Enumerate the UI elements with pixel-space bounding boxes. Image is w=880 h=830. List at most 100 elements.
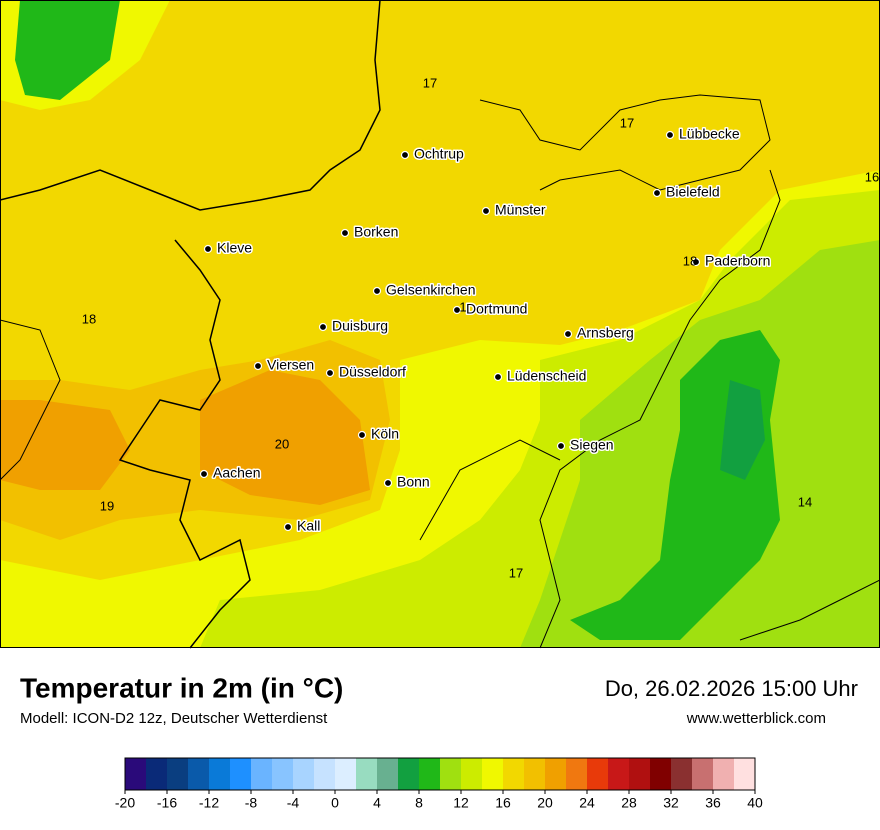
legend-segment	[692, 758, 713, 790]
city-dot	[493, 372, 503, 382]
area-20	[200, 370, 370, 505]
legend-tick-label: 32	[663, 795, 679, 811]
temperature-label: 18	[683, 253, 697, 268]
city-label: Dortmund	[466, 301, 527, 317]
temperature-label: 17	[509, 565, 523, 580]
city-dot	[563, 329, 573, 339]
legend-segment	[356, 758, 377, 790]
legend-segment	[671, 758, 692, 790]
temperature-label: 16	[865, 169, 879, 184]
legend-segment	[209, 758, 230, 790]
legend-segment	[566, 758, 587, 790]
legend-tick-label: -16	[157, 795, 177, 811]
legend-segment	[734, 758, 755, 790]
area-20b	[0, 400, 130, 490]
legend-segment	[188, 758, 209, 790]
website: www.wetterblick.com	[686, 710, 826, 727]
legend-segment	[125, 758, 146, 790]
legend: -20 -16 -12 -8 -4 0 4 8 12 16 20 24 28 32 36 40	[115, 757, 763, 811]
border	[0, 319, 61, 481]
city-label: Kleve	[217, 240, 252, 256]
city-label: Viersen	[267, 357, 314, 373]
legend-segment	[146, 758, 167, 790]
city-label: Bonn	[397, 474, 430, 490]
city-dot	[318, 322, 328, 332]
city-label: Lübbecke	[679, 126, 740, 142]
city-dot	[383, 478, 393, 488]
city-dot	[357, 430, 367, 440]
legend-tick-label: 4	[373, 795, 381, 811]
legend-tick-label: -4	[287, 795, 300, 811]
legend-segment	[314, 758, 335, 790]
city-dot	[452, 305, 462, 315]
legend-segment	[461, 758, 482, 790]
city-dot	[203, 244, 213, 254]
datetime: Do, 26.02.2026 15:00 Uhr	[605, 676, 858, 701]
city-dot	[372, 286, 382, 296]
legend-segment	[335, 758, 356, 790]
temperature-label: 17	[423, 75, 437, 90]
temperature-label: 1	[459, 299, 466, 314]
legend-segment	[272, 758, 293, 790]
legend-segment	[230, 758, 251, 790]
city-label: Bielefeld	[666, 184, 720, 200]
city-label: Münster	[495, 202, 546, 218]
legend-tick-label: 0	[331, 795, 339, 811]
legend-segment	[650, 758, 671, 790]
city-label: Köln	[371, 426, 399, 442]
city-label: Arnsberg	[577, 325, 634, 341]
legend-tick-label: 8	[415, 795, 423, 811]
city-label: Borken	[354, 224, 398, 240]
border	[118, 239, 251, 649]
city-label: Duisburg	[332, 318, 388, 334]
city-dot	[253, 361, 263, 371]
legend-segment	[419, 758, 440, 790]
city-dot	[665, 130, 675, 140]
legend-segment	[167, 758, 188, 790]
legend-segment	[587, 758, 608, 790]
city-dot	[691, 257, 701, 267]
area-8	[720, 380, 765, 480]
city-dot	[556, 441, 566, 451]
legend-segment	[713, 758, 734, 790]
legend-tick-label: 36	[705, 795, 721, 811]
city-label: Düsseldorf	[339, 364, 406, 380]
city-label: Aachen	[213, 465, 260, 481]
legend-tick-label: 12	[453, 795, 469, 811]
legend-tick-label: -20	[115, 795, 135, 811]
legend-frame	[124, 757, 756, 791]
city-dot	[199, 469, 209, 479]
legend-segment	[482, 758, 503, 790]
subtitle: Modell: ICON-D2 12z, Deutscher Wetterdie…	[20, 710, 328, 727]
legend-tick-label: -12	[199, 795, 219, 811]
legend-segment	[293, 758, 314, 790]
city-label: Siegen	[570, 437, 614, 453]
legend-tick-label: 24	[579, 795, 595, 811]
city-label: Paderborn	[705, 253, 770, 269]
temperature-label: 18	[82, 311, 96, 326]
city-label: Lüdenscheid	[507, 368, 586, 384]
legend-tick-label: -8	[245, 795, 258, 811]
legend-tick-label: 28	[621, 795, 637, 811]
legend-segment	[524, 758, 545, 790]
temperature-label: 17	[620, 115, 634, 130]
city-dot	[340, 228, 350, 238]
legend-segment	[503, 758, 524, 790]
legend-segment	[377, 758, 398, 790]
legend-tick-label: 16	[495, 795, 511, 811]
border	[739, 579, 880, 641]
city-dot	[652, 188, 662, 198]
area-10	[15, 0, 120, 100]
border	[539, 169, 781, 649]
city-dot	[400, 150, 410, 160]
temperature-label: 14	[798, 494, 812, 509]
map: Ochtrup Lübbecke Bielefeld Münster Borken Kle…	[0, 0, 880, 649]
temperature-label: 19	[100, 498, 114, 513]
border	[479, 94, 771, 191]
city-label: Gelsenkirchen	[386, 282, 476, 298]
city-label: Ochtrup	[414, 146, 464, 162]
legend-segment	[629, 758, 650, 790]
city-dot	[325, 368, 335, 378]
